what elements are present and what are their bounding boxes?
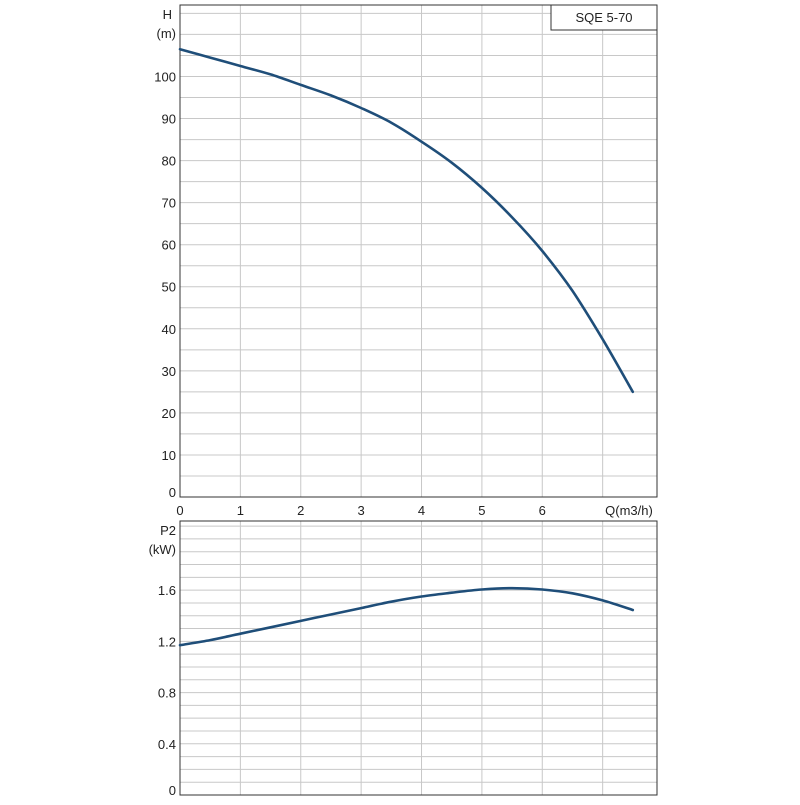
x-tick-label: 5: [478, 503, 485, 518]
head-chart-grid: [180, 5, 657, 497]
power-chart-grid: [180, 521, 657, 795]
chart-title: SQE 5-70: [575, 10, 632, 25]
head-axis-title: H: [163, 7, 172, 22]
power-axis-title: P2: [160, 523, 176, 538]
x-tick-label: 2: [297, 503, 304, 518]
y-tick-label: 70: [162, 196, 176, 211]
y-tick-label: 0: [169, 783, 176, 798]
head-axis-unit: (m): [157, 26, 177, 41]
power-chart-frame: [179, 520, 658, 796]
x-tick-label: 0: [176, 503, 183, 518]
power-chart: P2 (kW) 0 0.4 0.8 1.2 1.6: [149, 520, 658, 798]
y-tick-label: 60: [162, 238, 176, 253]
chart-title-box: [550, 4, 658, 31]
x-tick-label: 1: [237, 503, 244, 518]
head-chart: SQE 5-70 H (m) 0 10 20 30 40 50 60 70 80…: [154, 4, 658, 518]
y-tick-label: 0.8: [158, 686, 176, 701]
q-x-tick-labels: 0 1 2 3 4 5 6: [176, 503, 546, 518]
head-y-tick-labels: 0 10 20 30 40 50 60 70 80 90 100: [154, 69, 176, 500]
y-tick-label: 50: [162, 280, 176, 295]
head-curve-line: [178, 47, 635, 394]
x-tick-label: 3: [358, 503, 365, 518]
y-tick-label: 0.4: [158, 737, 176, 752]
y-tick-label: 20: [162, 406, 176, 421]
power-curve-line: [178, 586, 635, 647]
head-chart-frame: [179, 4, 658, 498]
power-y-tick-labels: 0 0.4 0.8 1.2 1.6: [158, 583, 176, 798]
y-tick-label: 90: [162, 112, 176, 127]
x-tick-label: 4: [418, 503, 425, 518]
y-tick-label: 30: [162, 364, 176, 379]
y-tick-label: 40: [162, 322, 176, 337]
y-tick-label: 1.6: [158, 583, 176, 598]
y-tick-label: 1.2: [158, 634, 176, 649]
y-tick-label: 10: [162, 448, 176, 463]
power-axis-unit: (kW): [149, 542, 176, 557]
q-axis-title: Q(m3/h): [605, 503, 653, 518]
y-tick-label: 80: [162, 154, 176, 169]
y-tick-label: 100: [154, 69, 176, 84]
x-tick-label: 6: [539, 503, 546, 518]
y-tick-label: 0: [169, 485, 176, 500]
